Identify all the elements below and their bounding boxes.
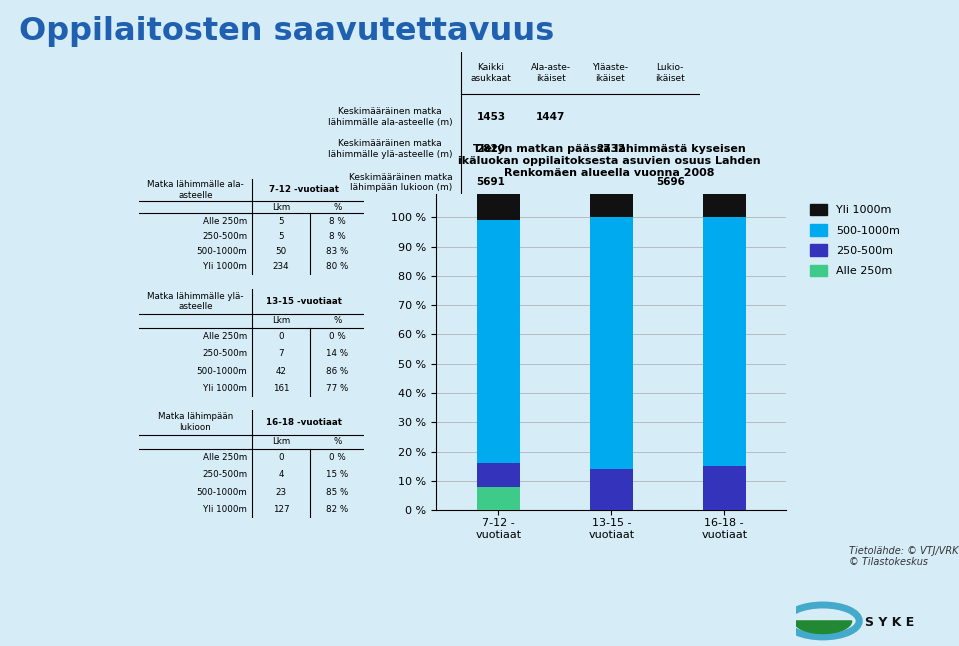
- Text: Matka lähimmälle ylä-
asteelle: Matka lähimmälle ylä- asteelle: [147, 291, 244, 311]
- Text: Yli 1000m: Yli 1000m: [203, 384, 247, 393]
- Text: Yli 1000m: Yli 1000m: [203, 262, 247, 271]
- Bar: [590, 217, 633, 469]
- Text: 15 %: 15 %: [326, 470, 348, 479]
- Text: Oppilaitosten saavutettavuus: Oppilaitosten saavutettavuus: [19, 16, 554, 47]
- Text: 5696: 5696: [656, 177, 685, 187]
- Text: 250-500m: 250-500m: [202, 232, 247, 241]
- Text: 8 %: 8 %: [329, 216, 346, 225]
- Bar: [590, 469, 633, 510]
- Text: 7: 7: [278, 349, 284, 359]
- Text: 16-18 -vuotiaat: 16-18 -vuotiaat: [266, 417, 341, 426]
- Text: Keskimääräinen matka
lähimpään lukioon (m): Keskimääräinen matka lähimpään lukioon (…: [349, 172, 453, 192]
- Text: Lukio-
ikäiset: Lukio- ikäiset: [655, 63, 685, 83]
- Text: 2820: 2820: [477, 144, 505, 154]
- Text: Lkm: Lkm: [272, 317, 291, 326]
- Text: 5: 5: [278, 216, 284, 225]
- Text: 7-12 -vuotiaat: 7-12 -vuotiaat: [269, 185, 339, 194]
- Text: 86 %: 86 %: [326, 367, 348, 376]
- Text: 1447: 1447: [536, 112, 566, 122]
- Wedge shape: [794, 621, 852, 634]
- Text: Alle 250m: Alle 250m: [203, 332, 247, 341]
- Text: 0 %: 0 %: [329, 453, 346, 462]
- Text: 250-500m: 250-500m: [202, 349, 247, 359]
- Bar: [477, 463, 520, 487]
- Text: 80 %: 80 %: [326, 262, 348, 271]
- Text: %: %: [333, 437, 341, 446]
- Bar: [703, 466, 746, 510]
- Text: Alle 250m: Alle 250m: [203, 453, 247, 462]
- Bar: [703, 217, 746, 466]
- Text: 50: 50: [275, 247, 287, 256]
- Text: %: %: [333, 317, 341, 326]
- Text: 250-500m: 250-500m: [202, 470, 247, 479]
- Text: Matka lähimpään
lukioon: Matka lähimpään lukioon: [158, 412, 233, 432]
- Text: 5: 5: [278, 232, 284, 241]
- Text: 77 %: 77 %: [326, 384, 348, 393]
- Legend: Yli 1000m, 500-1000m, 250-500m, Alle 250m: Yli 1000m, 500-1000m, 250-500m, Alle 250…: [806, 200, 904, 281]
- Text: Yläaste-
ikäiset: Yläaste- ikäiset: [593, 63, 628, 83]
- Bar: [477, 220, 520, 463]
- Text: 161: 161: [272, 384, 290, 393]
- Text: 8 %: 8 %: [329, 232, 346, 241]
- Text: 83 %: 83 %: [326, 247, 348, 256]
- Text: Tietyn matkan päässä lähimmästä kyseisen
ikäluokan oppilaitoksesta asuvien osuus: Tietyn matkan päässä lähimmästä kyseisen…: [457, 145, 760, 178]
- Text: 85 %: 85 %: [326, 488, 348, 497]
- Text: 127: 127: [272, 505, 290, 514]
- Text: Kaikki
asukkaat: Kaikki asukkaat: [471, 63, 511, 83]
- Text: 2732: 2732: [596, 144, 625, 154]
- Text: Ala-aste-
ikäiset: Ala-aste- ikäiset: [530, 63, 571, 83]
- Text: %: %: [333, 203, 341, 212]
- Text: Alle 250m: Alle 250m: [203, 216, 247, 225]
- Text: 42: 42: [275, 367, 287, 376]
- Text: Yli 1000m: Yli 1000m: [203, 505, 247, 514]
- Text: 0: 0: [278, 332, 284, 341]
- Text: 500-1000m: 500-1000m: [197, 247, 247, 256]
- Text: 500-1000m: 500-1000m: [197, 367, 247, 376]
- Bar: [477, 0, 520, 220]
- Text: Tietolähde: © VTJ/VRK 4/2009,
© Tilastokeskus: Tietolähde: © VTJ/VRK 4/2009, © Tilastok…: [849, 546, 959, 567]
- Bar: [590, 0, 633, 217]
- Text: Keskimääräinen matka
lähimmälle ala-asteelle (m): Keskimääräinen matka lähimmälle ala-aste…: [328, 107, 453, 127]
- Text: 500-1000m: 500-1000m: [197, 488, 247, 497]
- Text: S Y K E: S Y K E: [865, 616, 914, 629]
- Text: Keskimääräinen matka
lähimmälle ylä-asteelle (m): Keskimääräinen matka lähimmälle ylä-aste…: [328, 139, 453, 158]
- Bar: [703, 0, 746, 217]
- Text: Lkm: Lkm: [272, 203, 291, 212]
- Text: 0: 0: [278, 453, 284, 462]
- Text: 23: 23: [275, 488, 287, 497]
- Text: Lkm: Lkm: [272, 437, 291, 446]
- Text: 234: 234: [272, 262, 290, 271]
- Text: 13-15 -vuotiaat: 13-15 -vuotiaat: [266, 297, 341, 306]
- Text: Matka lähimmälle ala-
asteelle: Matka lähimmälle ala- asteelle: [147, 180, 244, 200]
- Text: 14 %: 14 %: [326, 349, 348, 359]
- Text: 5691: 5691: [477, 177, 505, 187]
- Text: 1453: 1453: [477, 112, 505, 122]
- Text: 4: 4: [278, 470, 284, 479]
- Text: 0 %: 0 %: [329, 332, 346, 341]
- Bar: [477, 487, 520, 510]
- Text: 82 %: 82 %: [326, 505, 348, 514]
